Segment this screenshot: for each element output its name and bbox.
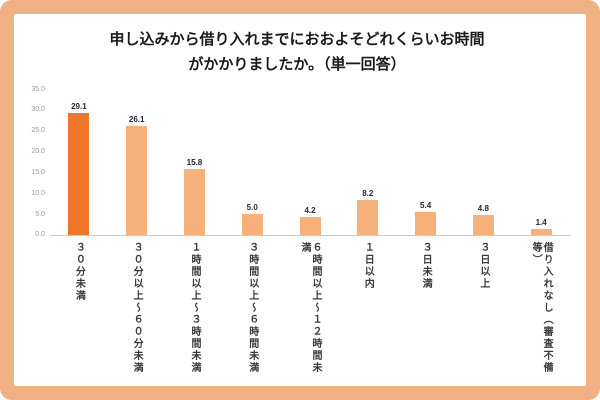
- bar: [357, 200, 379, 235]
- category-label-text: ３０分以上～６０分未満: [131, 241, 143, 374]
- chart-title-line2: がかかりましたか。（単一回答）: [188, 55, 406, 73]
- bar-value-label: 4.8: [477, 203, 489, 213]
- category-label: ３０分未満: [50, 236, 108, 390]
- bar: [299, 217, 321, 235]
- y-tick-label: 10.0: [31, 189, 45, 197]
- category-label-text: ３０分未満: [73, 241, 85, 302]
- bar-column: 4.8: [454, 204, 512, 235]
- bar-value-label: 15.8: [186, 157, 203, 167]
- bar: [472, 214, 494, 235]
- y-tick-label: 20.0: [31, 148, 45, 156]
- bar-value-label: 26.1: [128, 114, 145, 124]
- category-axis-row: ３０分未満 ３０分以上～６０分未満 １時間以上～３時間未満 ３時間以上～６時間未満 ６時…: [24, 236, 570, 390]
- bar-column: 29.1: [50, 102, 108, 235]
- category-axis-spacer: [24, 236, 50, 390]
- bar-value-label: 1.4: [535, 217, 547, 227]
- bar-column: 1.4: [512, 218, 570, 235]
- bar-value-label: 29.1: [71, 102, 87, 112]
- bar-column: 5.0: [223, 203, 281, 235]
- y-tick-label: 25.0: [31, 127, 45, 135]
- category-label-text: ３時間以上～６時間未満: [246, 241, 258, 374]
- chart-body: 35.0 30.0 25.0 20.0 15.0 10.0 5.0 0.0 29.1 26.1 1…: [24, 86, 570, 238]
- bar-column: 4.2: [281, 206, 339, 235]
- bar-column: 5.4: [397, 201, 455, 235]
- category-label: ３０分以上～６０分未満: [108, 236, 166, 390]
- bar: [415, 212, 437, 235]
- bar-value-label: 8.2: [362, 189, 374, 199]
- category-label-text: ３日未満: [420, 241, 432, 290]
- y-tick-label: 5.0: [35, 210, 45, 218]
- category-label: １日以内: [339, 236, 397, 390]
- y-tick-label: 35.0: [31, 85, 45, 93]
- category-label: 借り入れなし（審査不備等）: [512, 236, 570, 390]
- bar: [183, 168, 205, 235]
- y-tick-label: 15.0: [31, 168, 45, 176]
- y-tick-label: 0.0: [35, 231, 45, 239]
- category-label-text: ６時間以上～１２時間未満: [299, 241, 322, 374]
- bar: [241, 213, 263, 235]
- category-label: ６時間以上～１２時間未満: [281, 236, 339, 390]
- bar-value-label: 5.0: [246, 202, 258, 212]
- category-label-text: ３日以上: [477, 241, 489, 290]
- category-label: ３時間以上～６時間未満: [223, 236, 281, 390]
- bar-column: 15.8: [166, 158, 224, 235]
- chart-title: 申し込みから借り入れまでにおおよそどれくらいお時間 がかかりましたか。（単一回答…: [24, 28, 570, 78]
- y-tick-label: 30.0: [31, 106, 45, 114]
- bar: [530, 228, 552, 235]
- category-label: ３日未満: [397, 236, 455, 390]
- y-axis: 35.0 30.0 25.0 20.0 15.0 10.0 5.0 0.0: [24, 86, 50, 240]
- category-label: １時間以上～３時間未満: [166, 236, 224, 390]
- chart-title-line1: 申し込みから借り入れまでにおおよそどれくらいお時間: [109, 31, 485, 48]
- chart-card: 申し込みから借り入れまでにおおよそどれくらいお時間 がかかりましたか。（単一回答…: [14, 14, 586, 386]
- bar-column: 8.2: [339, 189, 397, 235]
- bar-value-label: 4.2: [304, 206, 316, 215]
- plot-area: 29.1 26.1 15.8 5.0 4.2 8.2 5.4 4.8 1.4: [50, 89, 570, 236]
- bar: [126, 125, 148, 235]
- bar-column: 26.1: [108, 115, 166, 235]
- category-axis: ３０分未満 ３０分以上～６０分未満 １時間以上～３時間未満 ３時間以上～６時間未満 ６時…: [50, 236, 570, 390]
- category-label-text: １時間以上～３時間未満: [188, 241, 200, 374]
- bar: [68, 113, 90, 235]
- category-label: ３日以上: [454, 236, 512, 390]
- category-label-text: １日以内: [362, 241, 374, 290]
- bar-value-label: 5.4: [420, 201, 432, 210]
- category-label-text: 借り入れなし（審査不備等）: [530, 241, 553, 374]
